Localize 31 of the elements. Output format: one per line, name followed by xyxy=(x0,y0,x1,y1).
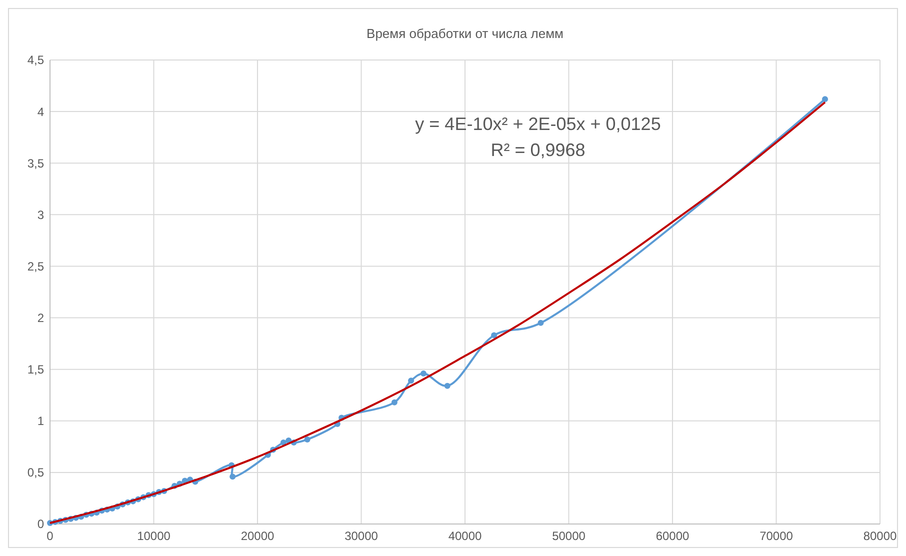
y-tick-label: 1 xyxy=(37,414,44,428)
y-tick-label: 3,5 xyxy=(27,156,44,170)
point xyxy=(304,436,310,442)
y-tick-label: 1,5 xyxy=(27,362,44,377)
y-tick-label: 0 xyxy=(37,517,44,532)
x-tick-label: 70000 xyxy=(760,529,794,543)
point xyxy=(420,370,426,376)
y-tick-label: 2 xyxy=(37,310,44,325)
x-tick-label: 30000 xyxy=(344,529,378,543)
x-tick-label: 10000 xyxy=(137,529,171,543)
x-tick-label: 40000 xyxy=(448,529,482,543)
y-tick-label: 2,5 xyxy=(27,259,44,274)
point xyxy=(491,332,498,338)
x-tick-label: 60000 xyxy=(656,529,690,543)
x-tick-label: 20000 xyxy=(240,529,275,543)
chart-title: Время обработки от числа лемм xyxy=(366,26,564,41)
point xyxy=(538,320,544,326)
x-tick-label: 0 xyxy=(46,529,54,543)
y-tick-label: 4,5 xyxy=(27,53,44,68)
point xyxy=(822,96,828,102)
x-tick-label: 50000 xyxy=(552,529,586,543)
point xyxy=(391,399,398,406)
x-tick-label: 80000 xyxy=(863,529,898,543)
point xyxy=(444,382,450,389)
y-tick-label: 0,5 xyxy=(27,466,44,480)
point xyxy=(408,378,414,384)
y-tick-label: 3 xyxy=(37,208,44,222)
annotation: y = 4E-10x² + 2E-05x + 0,0125 xyxy=(415,114,661,134)
annotation: R² = 0,9968 xyxy=(490,140,586,160)
point xyxy=(230,474,236,480)
y-tick-label: 4 xyxy=(37,104,44,119)
